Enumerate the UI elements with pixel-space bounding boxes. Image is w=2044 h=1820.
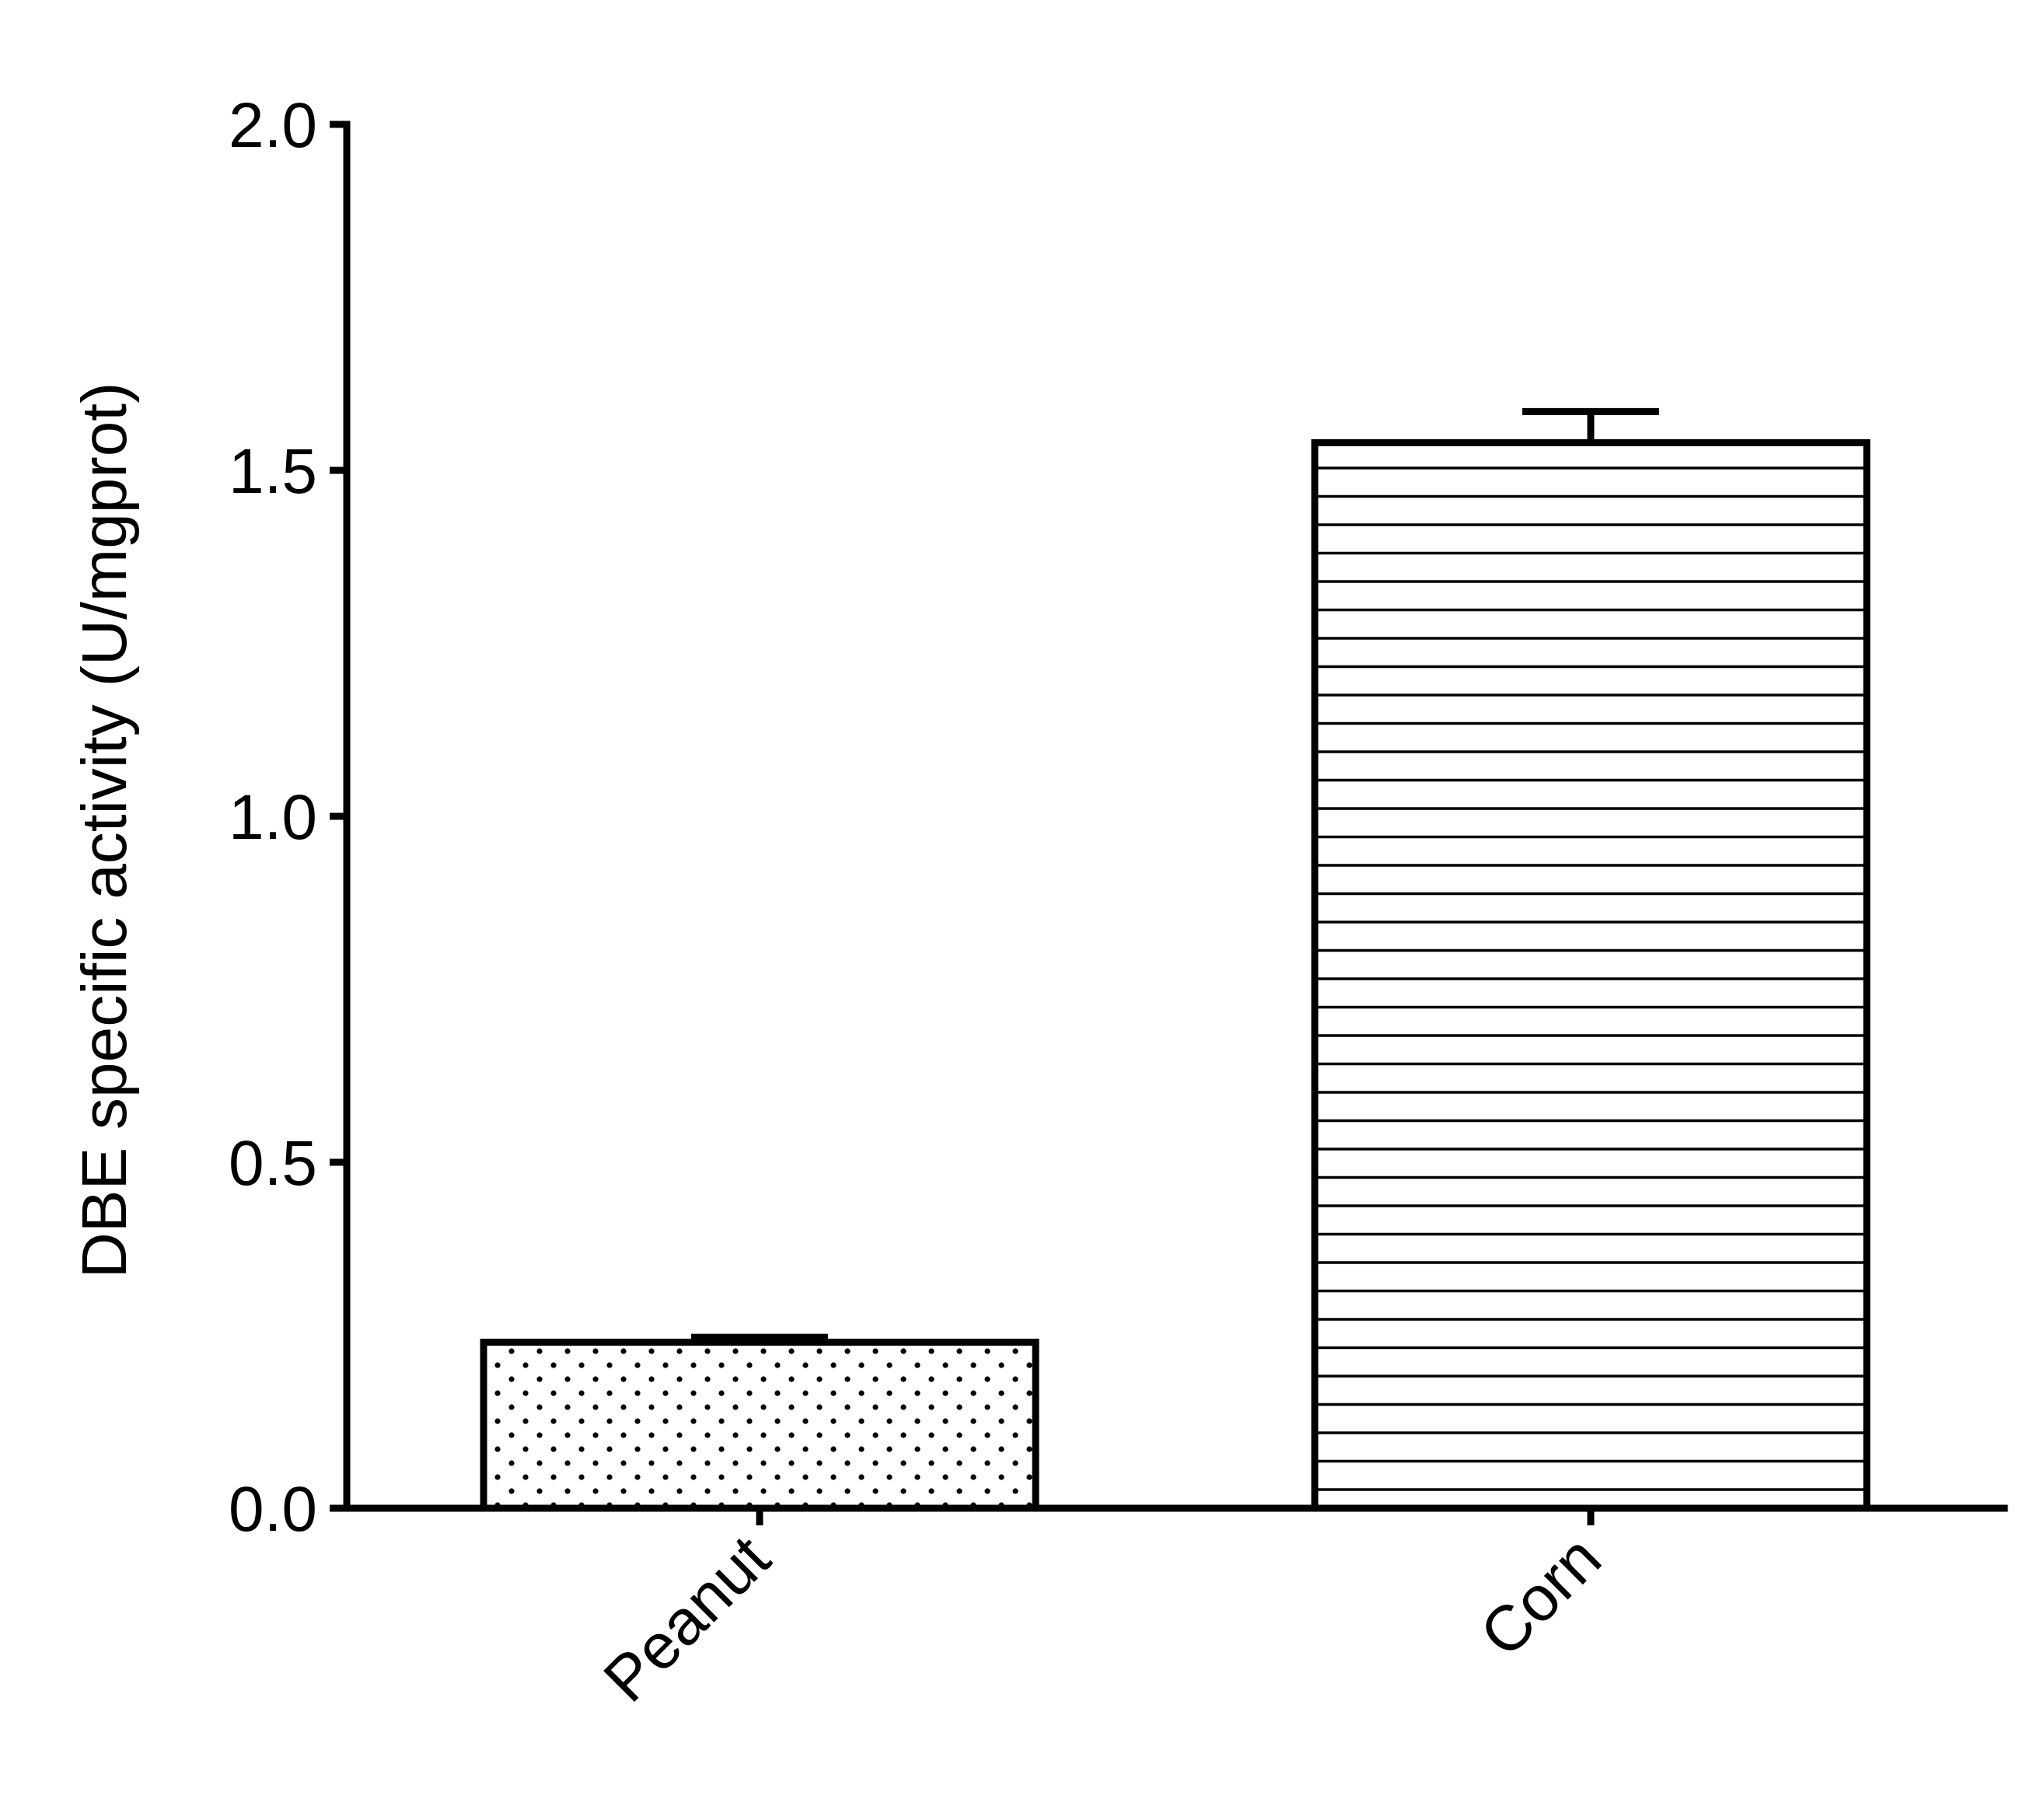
- error-bars: [691, 407, 1659, 1343]
- y-tick-label: 1.5: [229, 436, 317, 507]
- x-axis-ticks: Peanut Corn: [591, 1508, 1615, 1716]
- bars: [480, 438, 1871, 1512]
- y-tick-label: 0.5: [229, 1128, 317, 1199]
- bar-corn: [1311, 438, 1871, 1512]
- y-tick-label: 1.0: [229, 782, 317, 853]
- x-tick-label-corn: Corn: [1467, 1522, 1615, 1670]
- y-tick-label: 2.0: [229, 90, 317, 161]
- y-tick-label: 0.0: [229, 1474, 317, 1545]
- x-tick-label-peanut: Peanut: [591, 1522, 784, 1715]
- y-axis-title: DBE specific activity (U/mgprot): [69, 383, 140, 1279]
- y-axis-ticks: 0.0 0.5 1.0 1.5 2.0: [229, 90, 347, 1545]
- bar-peanut: [480, 1338, 1039, 1512]
